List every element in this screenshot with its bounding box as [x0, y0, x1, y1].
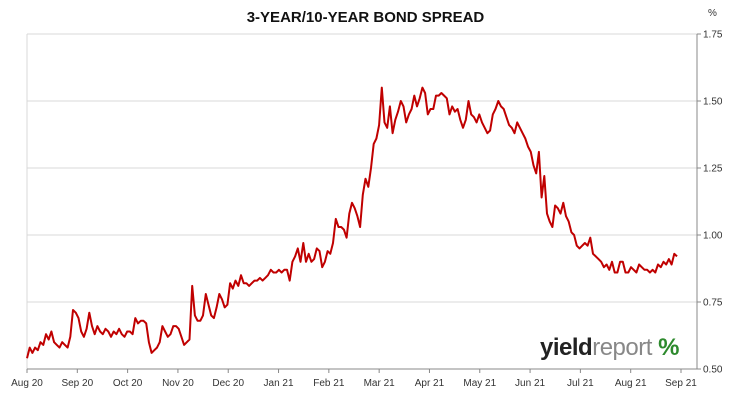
- x-tick-label: Apr 21: [415, 378, 445, 389]
- logo-report: report: [592, 334, 652, 361]
- series-line: [26, 86, 678, 359]
- x-tick-label: Feb 21: [313, 378, 345, 389]
- y-tick-label: 1.50: [703, 97, 723, 108]
- logo-yield: yield: [540, 334, 593, 361]
- x-tick-label: Jul 21: [567, 378, 594, 389]
- y-tick-label: 1.25: [703, 164, 723, 175]
- y-tick-label: 0.50: [703, 365, 723, 376]
- x-tick-label: Sep 20: [61, 378, 93, 389]
- x-tick-label: Jun 21: [515, 378, 545, 389]
- x-tick-label: Nov 20: [162, 378, 194, 389]
- x-tick-label: Aug 20: [11, 378, 43, 389]
- x-tick-label: May 21: [463, 378, 496, 389]
- x-tick-label: Dec 20: [212, 378, 244, 389]
- y-axis-unit-label: %: [708, 8, 717, 19]
- logo-percent-icon: %: [658, 334, 679, 361]
- chart-title: 3-YEAR/10-YEAR BOND SPREAD: [246, 9, 485, 26]
- y-tick-label: 0.75: [703, 298, 723, 309]
- x-tick-label: Mar 21: [364, 378, 396, 389]
- x-axis-ticks: Aug 20 Sep 20 Oct 20 Nov 20 Dec 20 Jan 21 Feb …: [11, 369, 697, 389]
- x-tick-label: Jan 21: [264, 378, 294, 389]
- series-layer: [26, 86, 678, 359]
- y-tick-label: 1.75: [703, 30, 723, 41]
- x-tick-label: Oct 20: [113, 378, 143, 389]
- x-tick-label: Sep 21: [665, 378, 697, 389]
- yieldreport-logo: yieldreport %: [540, 334, 679, 362]
- axes: [26, 34, 698, 370]
- y-axis-ticks: 0.50 0.75 1.00 1.25 1.50 1.75: [697, 30, 723, 376]
- y-tick-label: 1.00: [703, 231, 723, 242]
- x-tick-label: Aug 21: [615, 378, 647, 389]
